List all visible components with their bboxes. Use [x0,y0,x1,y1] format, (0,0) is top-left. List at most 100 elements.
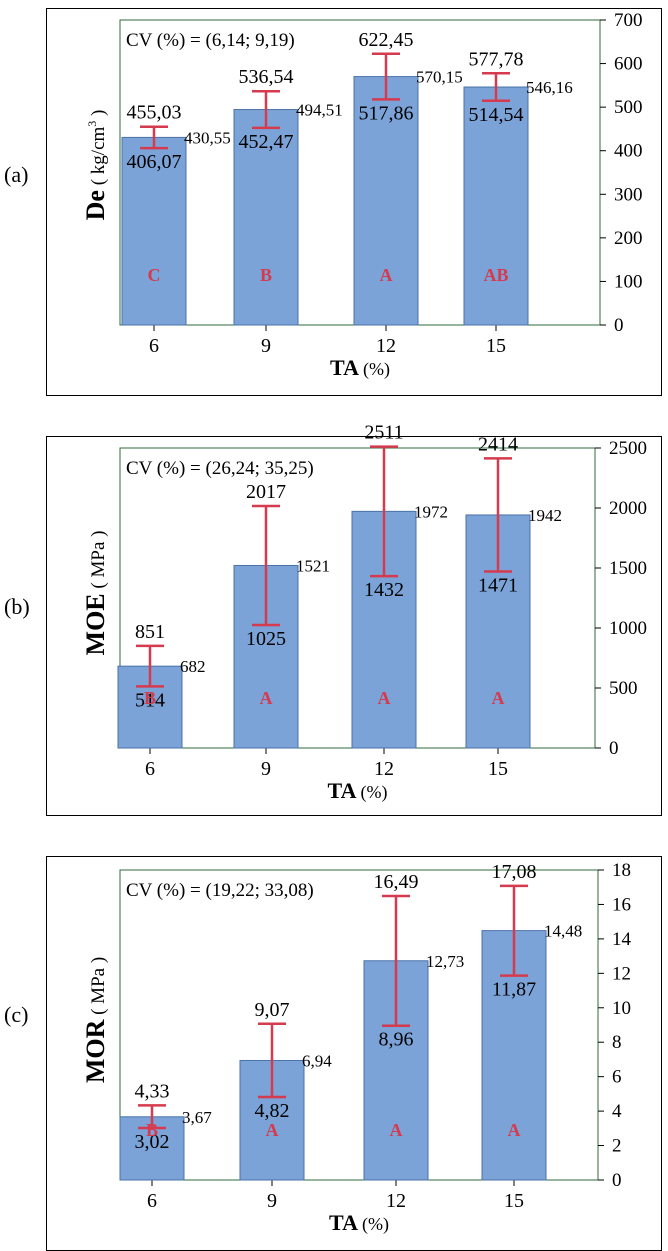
y-axis-title: MOR ( MPa ) [81,957,110,1083]
group-letter: A [390,1120,403,1140]
y-tick-label: 18 [612,860,631,881]
panel-frame-a [46,8,662,396]
y-tick-label: 500 [614,97,643,118]
y-tick-label: 0 [614,315,624,336]
group-letter: B [144,688,156,708]
upper-value-label: 2414 [478,433,518,455]
y-tick-label: 12 [612,963,631,984]
panel-frame-b [46,436,662,816]
upper-value-label: 2017 [246,481,286,503]
group-letter: A [508,1120,521,1140]
mean-value-label: 546,16 [526,78,573,97]
group-letter: A [260,688,273,708]
x-tick-label: 15 [486,335,506,357]
y-tick-label: 6 [612,1067,622,1088]
upper-value-label: 455,03 [127,102,182,124]
group-letter: B [146,1120,158,1140]
group-letter: A [266,1120,279,1140]
y-tick-label: 2500 [609,438,647,459]
x-tick-label: 6 [145,758,155,780]
plot-frame [119,869,599,1181]
y-tick-label: 0 [609,738,619,759]
mean-value-label: 3,67 [182,1108,212,1127]
upper-value-label: 9,07 [255,999,290,1021]
group-letter: AB [483,265,508,285]
panel-letter-c: (c) [4,1002,29,1027]
lower-value-label: 4,82 [255,1100,290,1122]
y-tick-label: 400 [614,141,643,162]
mean-value-label: 682 [180,657,206,676]
y-tick-label: 4 [612,1101,622,1122]
lower-value-label: 1025 [246,628,286,650]
lower-value-label: 517,86 [359,102,414,124]
y-tick-label: 0 [612,1170,622,1191]
mean-value-label: 570,15 [416,68,463,87]
x-tick-label: 12 [374,758,394,780]
x-tick-label: 6 [147,1190,157,1212]
lower-value-label: 406,07 [127,151,182,173]
upper-value-label: 577,78 [469,48,524,70]
y-tick-label: 2 [612,1136,622,1157]
y-tick-label: 200 [614,228,643,249]
y-tick-label: 1000 [609,618,647,639]
group-letter: C [148,265,161,285]
lower-value-label: 11,87 [492,979,536,1001]
chart-a: 0 100 200 300 400 500 600 700 455,03430,55406,07… [81,10,643,380]
group-letter: B [260,265,272,285]
x-tick-label: 15 [488,758,508,780]
bar [353,76,419,326]
x-tick-label: 6 [149,335,159,357]
panel-letter-a: (a) [4,162,29,187]
upper-value-label: 851 [135,621,165,643]
y-tick-label: 14 [612,929,632,950]
x-tick-label: 15 [504,1190,524,1212]
x-tick-label: 9 [267,1190,277,1212]
y-tick-label: 10 [612,998,631,1019]
y-tick-label: 300 [614,184,643,205]
bar [463,86,529,326]
mean-value-label: 12,73 [426,952,464,971]
y-axis-title: De ( kg/cm3 ) [81,110,110,221]
upper-value-label: 2511 [364,422,403,444]
cv-annotation: CV (%) = (6,14; 9,19) [126,30,295,51]
upper-value-label: 16,49 [374,871,419,893]
x-tick-label: 12 [376,335,396,357]
x-axis-title: TA (%) [328,778,388,803]
group-letter: A [378,688,391,708]
y-axis-title: MOE ( MPa ) [81,531,110,656]
y-tick-label: 2000 [609,498,647,519]
upper-value-label: 4,33 [135,1080,170,1102]
cv-annotation: CV (%) = (19,22; 33,08) [126,880,314,901]
y-tick-label: 600 [614,54,643,75]
mean-value-label: 1521 [296,556,330,575]
x-axis-title: TA (%) [329,1210,389,1235]
mean-value-label: 494,51 [296,101,343,120]
cv-annotation: CV (%) = (26,24; 35,25) [126,458,314,479]
lower-value-label: 1432 [364,579,404,601]
lower-value-label: 452,47 [239,131,294,153]
y-tick-label: 700 [614,10,643,31]
panel-letter-b: (b) [4,594,30,619]
lower-value-label: 3,02 [135,1131,170,1153]
lower-value-label: 8,96 [379,1029,414,1051]
y-tick-label: 1500 [609,558,647,579]
mean-value-label: 1972 [414,502,448,521]
mean-value-label: 430,55 [184,128,231,147]
group-letter: A [380,265,393,285]
upper-value-label: 17,08 [492,861,537,883]
upper-value-label: 536,54 [239,66,294,88]
lower-value-label: 514,54 [469,104,524,126]
mean-value-label: 14,48 [544,922,582,941]
y-tick-label: 8 [612,1032,622,1053]
lower-value-label: 514 [135,689,165,711]
mean-value-label: 1942 [528,506,562,525]
bar [121,136,187,326]
y-tick-label: 500 [609,678,638,699]
x-tick-label: 9 [261,335,271,357]
chart-c: 0 2 4 6 8 10 12 14 16 18 4,33 3,67 3,02B 6 9,07 6,94 4,8… [81,860,632,1235]
x-axis-title: TA (%) [330,355,390,380]
y-tick-label: 100 [614,271,643,292]
group-letter: A [492,688,505,708]
mean-value-label: 6,94 [302,1051,332,1070]
x-tick-label: 12 [386,1190,406,1212]
